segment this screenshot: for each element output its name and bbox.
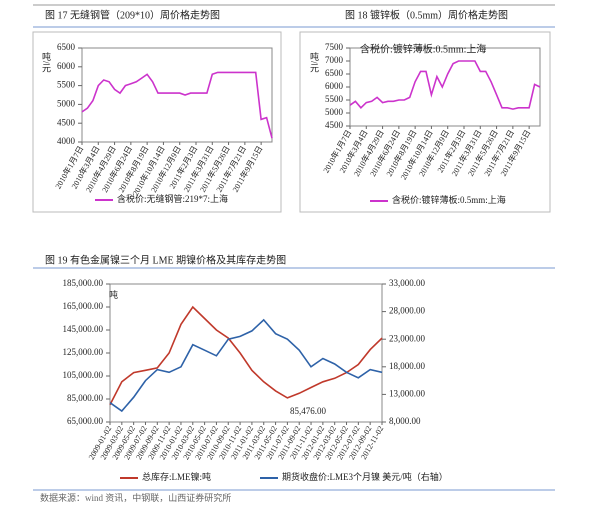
y-tick-label: 165,000.00 — [63, 301, 104, 311]
y-tick-label: 6500 — [325, 68, 344, 78]
y-tick-label: 6000 — [325, 81, 344, 91]
y-axis-label: 吨/元 — [309, 51, 319, 74]
y2-tick-label: 18,000.00 — [389, 361, 426, 371]
y-tick-label: 7000 — [325, 55, 344, 65]
chart-title: 图 17 无缝钢管（209*10）周价格走势图 — [45, 8, 220, 21]
y-tick-label: 5500 — [325, 94, 344, 104]
y2-tick-label: 13,000.00 — [389, 388, 426, 398]
y2-tick-label: 23,000.00 — [389, 333, 426, 343]
y-tick-label: 145,000.00 — [63, 324, 104, 334]
chart-frame — [32, 31, 282, 213]
y-tick-label: 4500 — [57, 117, 76, 127]
series-line — [109, 318, 383, 413]
y-tick-label: 5000 — [57, 98, 76, 108]
chart-frame — [299, 31, 551, 213]
y-tick-label: 65,000.00 — [67, 416, 104, 426]
series-line — [81, 71, 273, 139]
chart-title: 图 19 有色金属镍三个月 LME 期镍价格及其库存走势图 — [45, 253, 286, 266]
y-axis-label: 吨/元 — [41, 51, 51, 74]
y2-tick-label: 8,000.00 — [389, 416, 421, 426]
series-line — [349, 60, 541, 110]
y-tick-label: 4500 — [325, 120, 344, 130]
annotation: 85,476.00 — [290, 406, 327, 416]
inner-title: 含税价:镀锌薄板:0.5mm:上海 — [360, 42, 486, 55]
y-tick-label: 85,000.00 — [67, 393, 104, 403]
y-tick-label: 125,000.00 — [63, 347, 104, 357]
legend-label: 总库存:LME镍:吨 — [142, 471, 211, 482]
chart-title: 图 18 镀锌板（0.5mm）周价格走势图 — [345, 8, 508, 21]
y-tick-label: 105,000.00 — [63, 370, 104, 380]
legend-label: 含税价:镀锌薄板:0.5mm:上海 — [392, 194, 506, 205]
y2-tick-label: 33,000.00 — [389, 278, 426, 288]
y-axis-label: 吨 — [108, 289, 118, 299]
y-tick-label: 6500 — [57, 42, 76, 52]
y-tick-label: 5000 — [325, 107, 344, 117]
y-tick-label: 6000 — [57, 61, 76, 71]
y-tick-label: 7500 — [325, 42, 344, 52]
plot-area — [109, 283, 383, 423]
y2-tick-label: 28,000.00 — [389, 306, 426, 316]
legend-label: 期货收盘价:LME3个月镍 美元/吨（右轴） — [282, 471, 448, 482]
series-line — [109, 305, 383, 406]
y-tick-label: 4000 — [57, 136, 76, 146]
legend-label: 含税价:无缝钢管:219*7:上海 — [117, 193, 228, 204]
plot-area — [81, 47, 273, 143]
y-tick-label: 5500 — [57, 80, 76, 90]
y-tick-label: 185,000.00 — [63, 278, 104, 288]
source: 数据来源：wind 资讯，中钢联，山西证券研究所 — [40, 492, 231, 503]
